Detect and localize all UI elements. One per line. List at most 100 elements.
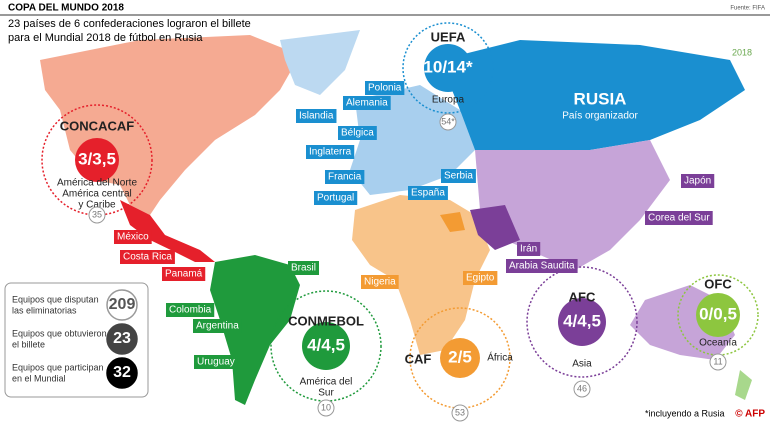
legend-label: en el Mundial [12, 373, 66, 383]
region-name: Asia [572, 359, 592, 370]
country-labels: Polonia Alemania Islandia Bélgica Inglaterra… [114, 81, 715, 369]
country-name: Islandia [299, 111, 334, 122]
total: 10 [321, 402, 331, 412]
country-tag [193, 319, 242, 333]
country-name: Francia [328, 172, 362, 183]
country-name: Costa Rica [123, 252, 172, 263]
legend-label: el billete [12, 339, 45, 349]
legend-label: Equipos que obtuvieron [12, 328, 107, 338]
south-america [210, 255, 300, 405]
country-name: Egipto [466, 273, 495, 284]
country-name: Japón [684, 176, 711, 187]
region-circle [526, 266, 638, 378]
region-name: América del [300, 377, 353, 388]
quota-circle [440, 338, 480, 378]
country-name: Argentina [196, 321, 239, 332]
region-circle [41, 104, 153, 216]
country-tag [194, 355, 238, 369]
country-name: Serbia [444, 171, 473, 182]
legend-value: 32 [113, 364, 131, 381]
quota: 0/0,5 [699, 304, 737, 323]
total: 35 [92, 209, 102, 219]
region-circle [270, 290, 382, 402]
conf-name: OFC [704, 276, 732, 291]
country-tag [645, 211, 713, 225]
quota-circle [424, 44, 472, 92]
legend-value: 23 [113, 330, 131, 347]
europe [350, 85, 475, 195]
country-name: España [411, 188, 445, 199]
quota-circle [558, 298, 606, 346]
subtitle: 23 países de 6 confederaciones lograron … [8, 18, 251, 30]
country-name: Alemania [346, 98, 388, 109]
country-name: Panamá [165, 269, 203, 280]
country-name: Colombia [169, 305, 212, 316]
africa [352, 195, 490, 355]
asia [475, 140, 670, 270]
subtitle: para el Mundial 2018 de fútbol en Rusia [8, 32, 203, 44]
country-name: Polonia [368, 83, 402, 94]
quota-circle [75, 138, 119, 182]
country-tag [162, 267, 206, 281]
country-name: Bélgica [341, 128, 374, 139]
footnote: *incluyendo a Rusia [645, 408, 725, 418]
source: Fuente: FIFA [730, 6, 765, 12]
country-tag [166, 303, 215, 317]
host-role: País organizador [562, 111, 638, 122]
region-circle [409, 307, 511, 409]
region-name: América del Norte [57, 178, 137, 189]
region-circle [402, 22, 494, 114]
quota: 4/4,5 [307, 335, 345, 354]
country-tag [288, 261, 320, 275]
quota: 2/5 [448, 347, 472, 366]
country-name: Nigeria [364, 277, 396, 288]
total-circle [709, 353, 727, 371]
quota: 10/14* [423, 57, 473, 76]
country-tag [343, 96, 391, 110]
conf-name: CONCACAF [60, 118, 134, 133]
legend-circle [106, 357, 138, 389]
country-tag [120, 250, 175, 264]
country-tag [517, 242, 541, 256]
country-tag [338, 126, 377, 140]
country-tag [325, 170, 365, 184]
quota: 3/3,5 [78, 149, 116, 168]
quota-circle [696, 293, 740, 337]
middle-east [470, 205, 520, 250]
country-tag [506, 259, 578, 273]
new-zealand [735, 370, 752, 400]
country-name: Irán [520, 244, 537, 255]
region-name: América central [62, 189, 131, 200]
quota: 4/4,5 [563, 311, 601, 330]
country-name: Portugal [317, 193, 354, 204]
country-name: Arabia Saudita [509, 261, 575, 272]
legend-circle [106, 323, 138, 355]
region-circle [677, 274, 759, 356]
total: 54* [441, 116, 455, 126]
conf-name: UEFA [431, 29, 466, 44]
country-tag [463, 271, 498, 285]
total-circle [573, 380, 591, 398]
country-name: México [117, 232, 149, 243]
total-circle [88, 206, 106, 224]
country-tag [314, 191, 358, 205]
title: COPA DEL MUNDO 2018 [8, 3, 124, 14]
conf-name: AFC [569, 289, 596, 304]
central-america [120, 200, 215, 262]
host-name: RUSIA [574, 89, 627, 108]
total-circle [317, 399, 335, 417]
country-tag [365, 81, 405, 95]
total: 46 [577, 383, 587, 393]
country-name: Uruguay [197, 357, 235, 368]
legend-label: las eliminatorias [12, 305, 77, 315]
quota-circle [302, 322, 350, 370]
logo: 2018 [732, 47, 752, 57]
country-name: Inglaterra [309, 147, 352, 158]
legend-label: Equipos que participan [12, 362, 104, 372]
legend-value: 209 [109, 296, 136, 313]
legend-circle [106, 289, 138, 321]
country-tag [408, 186, 448, 200]
